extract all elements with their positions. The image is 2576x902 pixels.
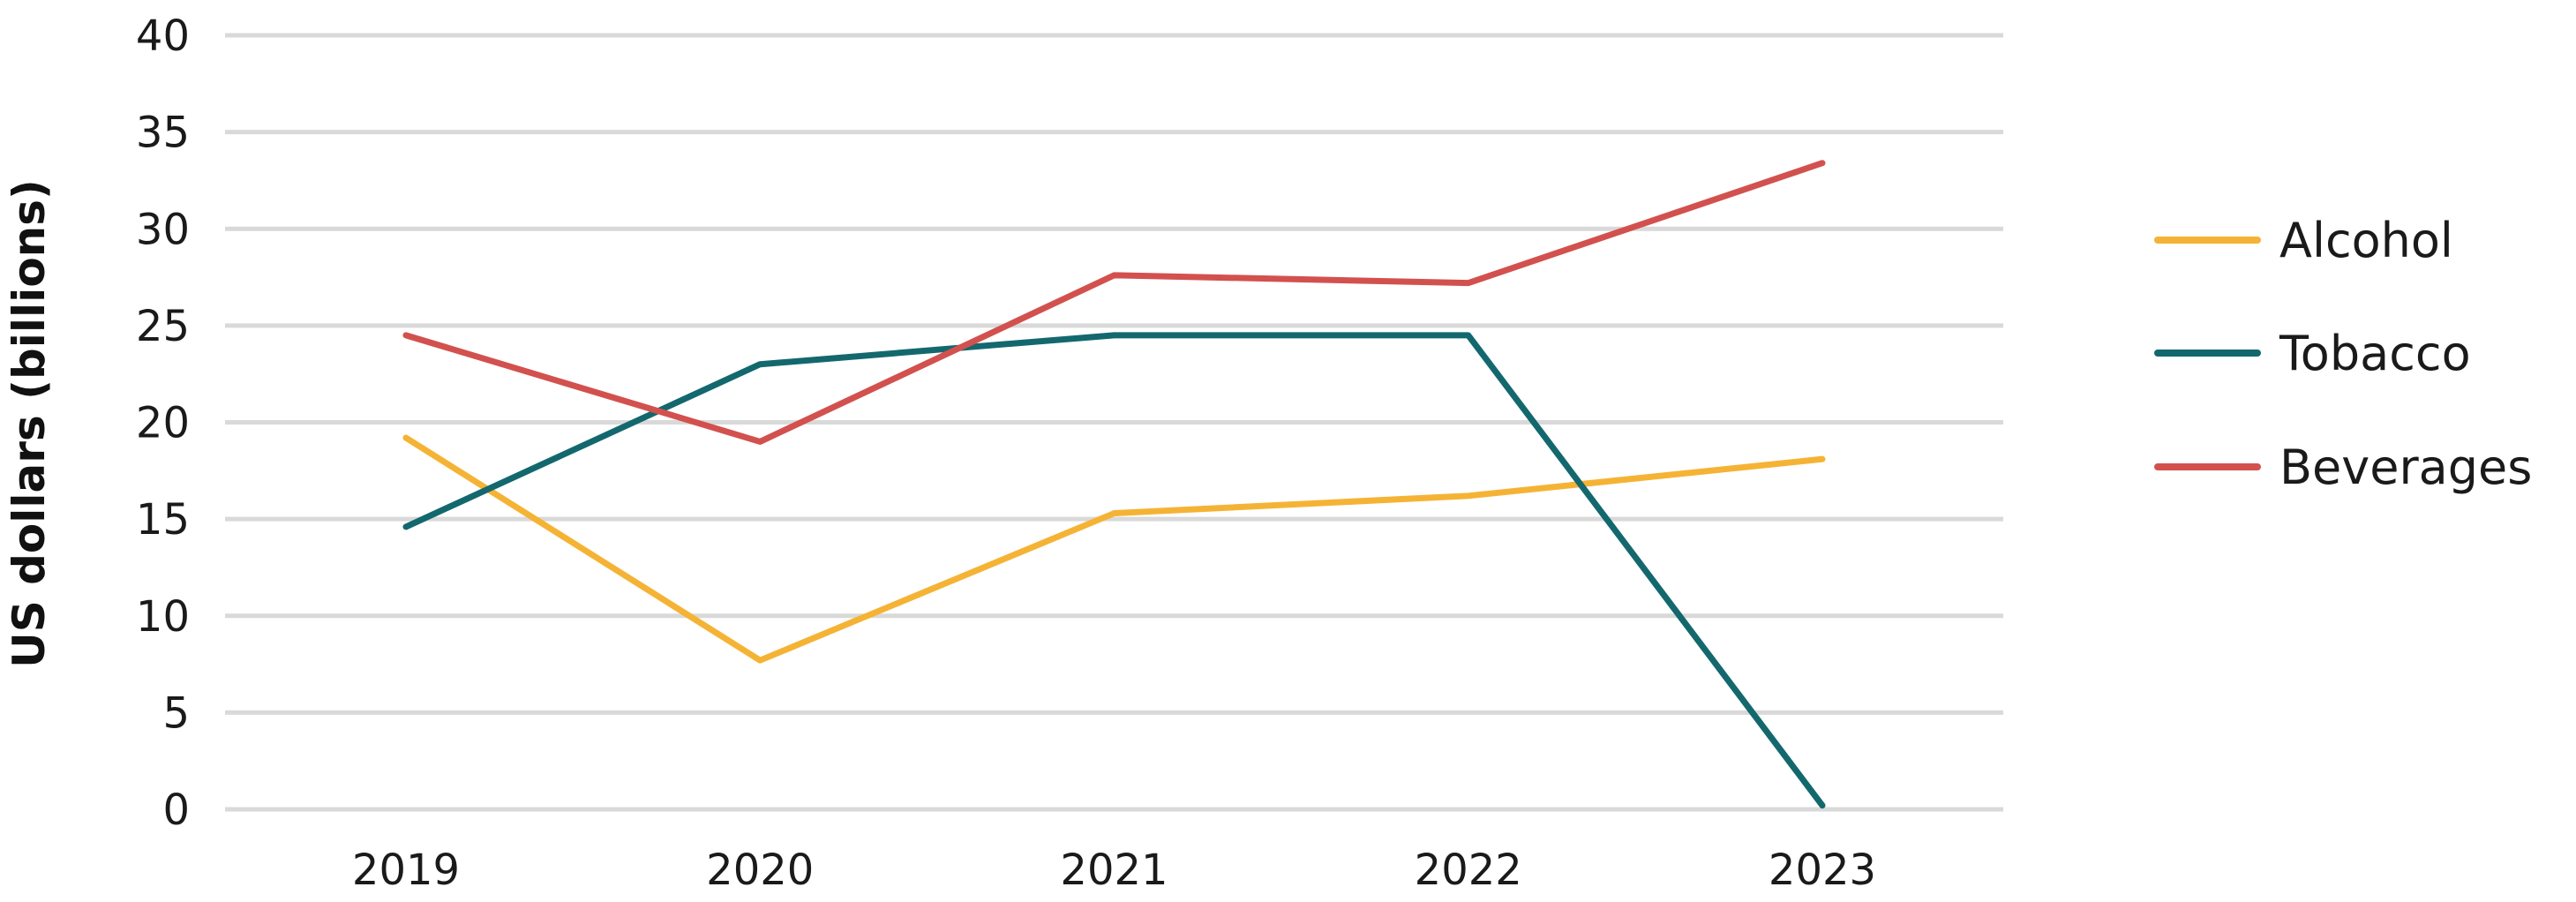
series-line-beverages	[402, 160, 1826, 445]
x-tick-label: 2021	[1060, 846, 1168, 895]
y-axis-title: US dollars (billions)	[4, 179, 55, 668]
series-line-tobacco	[402, 332, 1826, 809]
y-tick-label: 25	[136, 302, 190, 351]
y-axis-ticks: 0 5 10 15 20 25 30 35 40	[136, 11, 190, 835]
series-line-alcohol	[402, 434, 1826, 664]
y-tick-label: 20	[136, 399, 190, 448]
y-tick-label: 30	[136, 205, 190, 254]
gridlines	[225, 33, 2003, 812]
legend-label-tobacco: Tobacco	[2279, 326, 2471, 381]
y-tick-label: 5	[162, 688, 190, 738]
x-axis-ticks: 2019 2020 2021 2022 2023	[352, 846, 1876, 895]
legend: Alcohol Tobacco Beverages	[2154, 213, 2532, 495]
series-lines	[402, 160, 1826, 809]
legend-label-alcohol: Alcohol	[2279, 213, 2453, 268]
y-tick-label: 40	[136, 11, 190, 61]
x-tick-label: 2023	[1769, 846, 1876, 895]
x-tick-label: 2020	[706, 846, 814, 895]
y-tick-label: 15	[136, 495, 190, 545]
y-tick-label: 10	[136, 592, 190, 642]
y-tick-label: 35	[136, 109, 190, 158]
legend-label-beverages: Beverages	[2279, 440, 2532, 495]
x-tick-label: 2022	[1415, 846, 1522, 895]
y-tick-label: 0	[162, 785, 190, 835]
x-tick-label: 2019	[352, 846, 460, 895]
